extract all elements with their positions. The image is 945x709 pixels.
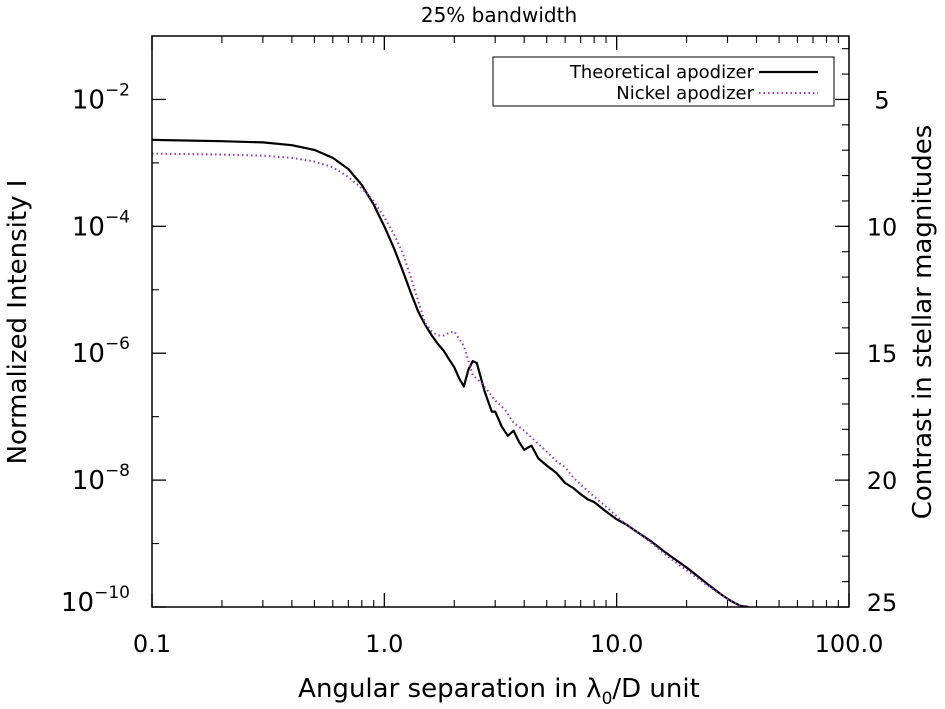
x-tick-label: 0.1 [133,630,171,658]
legend-label-nickel: Nickel apodizer [616,83,754,104]
y2-tick-label: 25 [867,589,898,617]
legend-label-theoretical: Theoretical apodizer [569,62,755,83]
x-axis-title-prefix: Angular separation in λ [298,674,601,704]
y-tick-label: 10−10 [61,583,130,618]
y-tick-label: 10−4 [72,207,130,242]
x-axis-title: Angular separation in λ0/D unit [298,674,700,709]
series-line-theoretical [152,138,749,607]
y-tick-base: 10 [72,212,105,242]
y-tick-base: 10 [72,339,105,369]
legend-box [492,56,835,107]
y-tick-base: 10 [72,85,105,115]
x-tick-label: 10.0 [590,630,643,658]
y-tick-exponent: −2 [105,80,130,100]
y2-tick-label: 15 [867,340,898,368]
x-tick-label: 100.0 [815,630,884,658]
y-tick-base: 10 [61,588,94,618]
y-axis-title: Normalized Intensity I [3,180,33,465]
y-tick-exponent: −10 [94,583,130,603]
chart-title: 25% bandwidth [421,3,577,27]
x-axis-title-suffix: /D unit [612,674,699,704]
y-tick-label: 10−6 [72,334,130,369]
y-tick-label: 10−8 [72,461,130,496]
y2-tick-label: 5 [874,86,889,114]
y2-tick-label: 20 [867,467,898,495]
y-tick-exponent: −4 [105,207,130,227]
y2-axis-title: Contrast in stellar magnitudes [908,125,938,520]
legend: Theoretical apodizer Nickel apodizer [492,56,835,107]
y-tick-exponent: −6 [105,334,130,354]
y2-tick-label: 10 [867,213,898,241]
ticks-layer: 0.1 1.0 10.0 100.010−210−410−610−810−105101… [61,36,897,658]
plot-frame [151,35,850,608]
series-line-nickel [152,152,749,607]
y-tick-exponent: −8 [105,461,130,481]
series-layer [152,138,749,607]
x-tick-label: 1.0 [365,630,403,658]
x-axis-title-subscript: 0 [602,689,613,709]
y-tick-base: 10 [72,466,105,496]
y-tick-label: 10−2 [72,80,130,115]
